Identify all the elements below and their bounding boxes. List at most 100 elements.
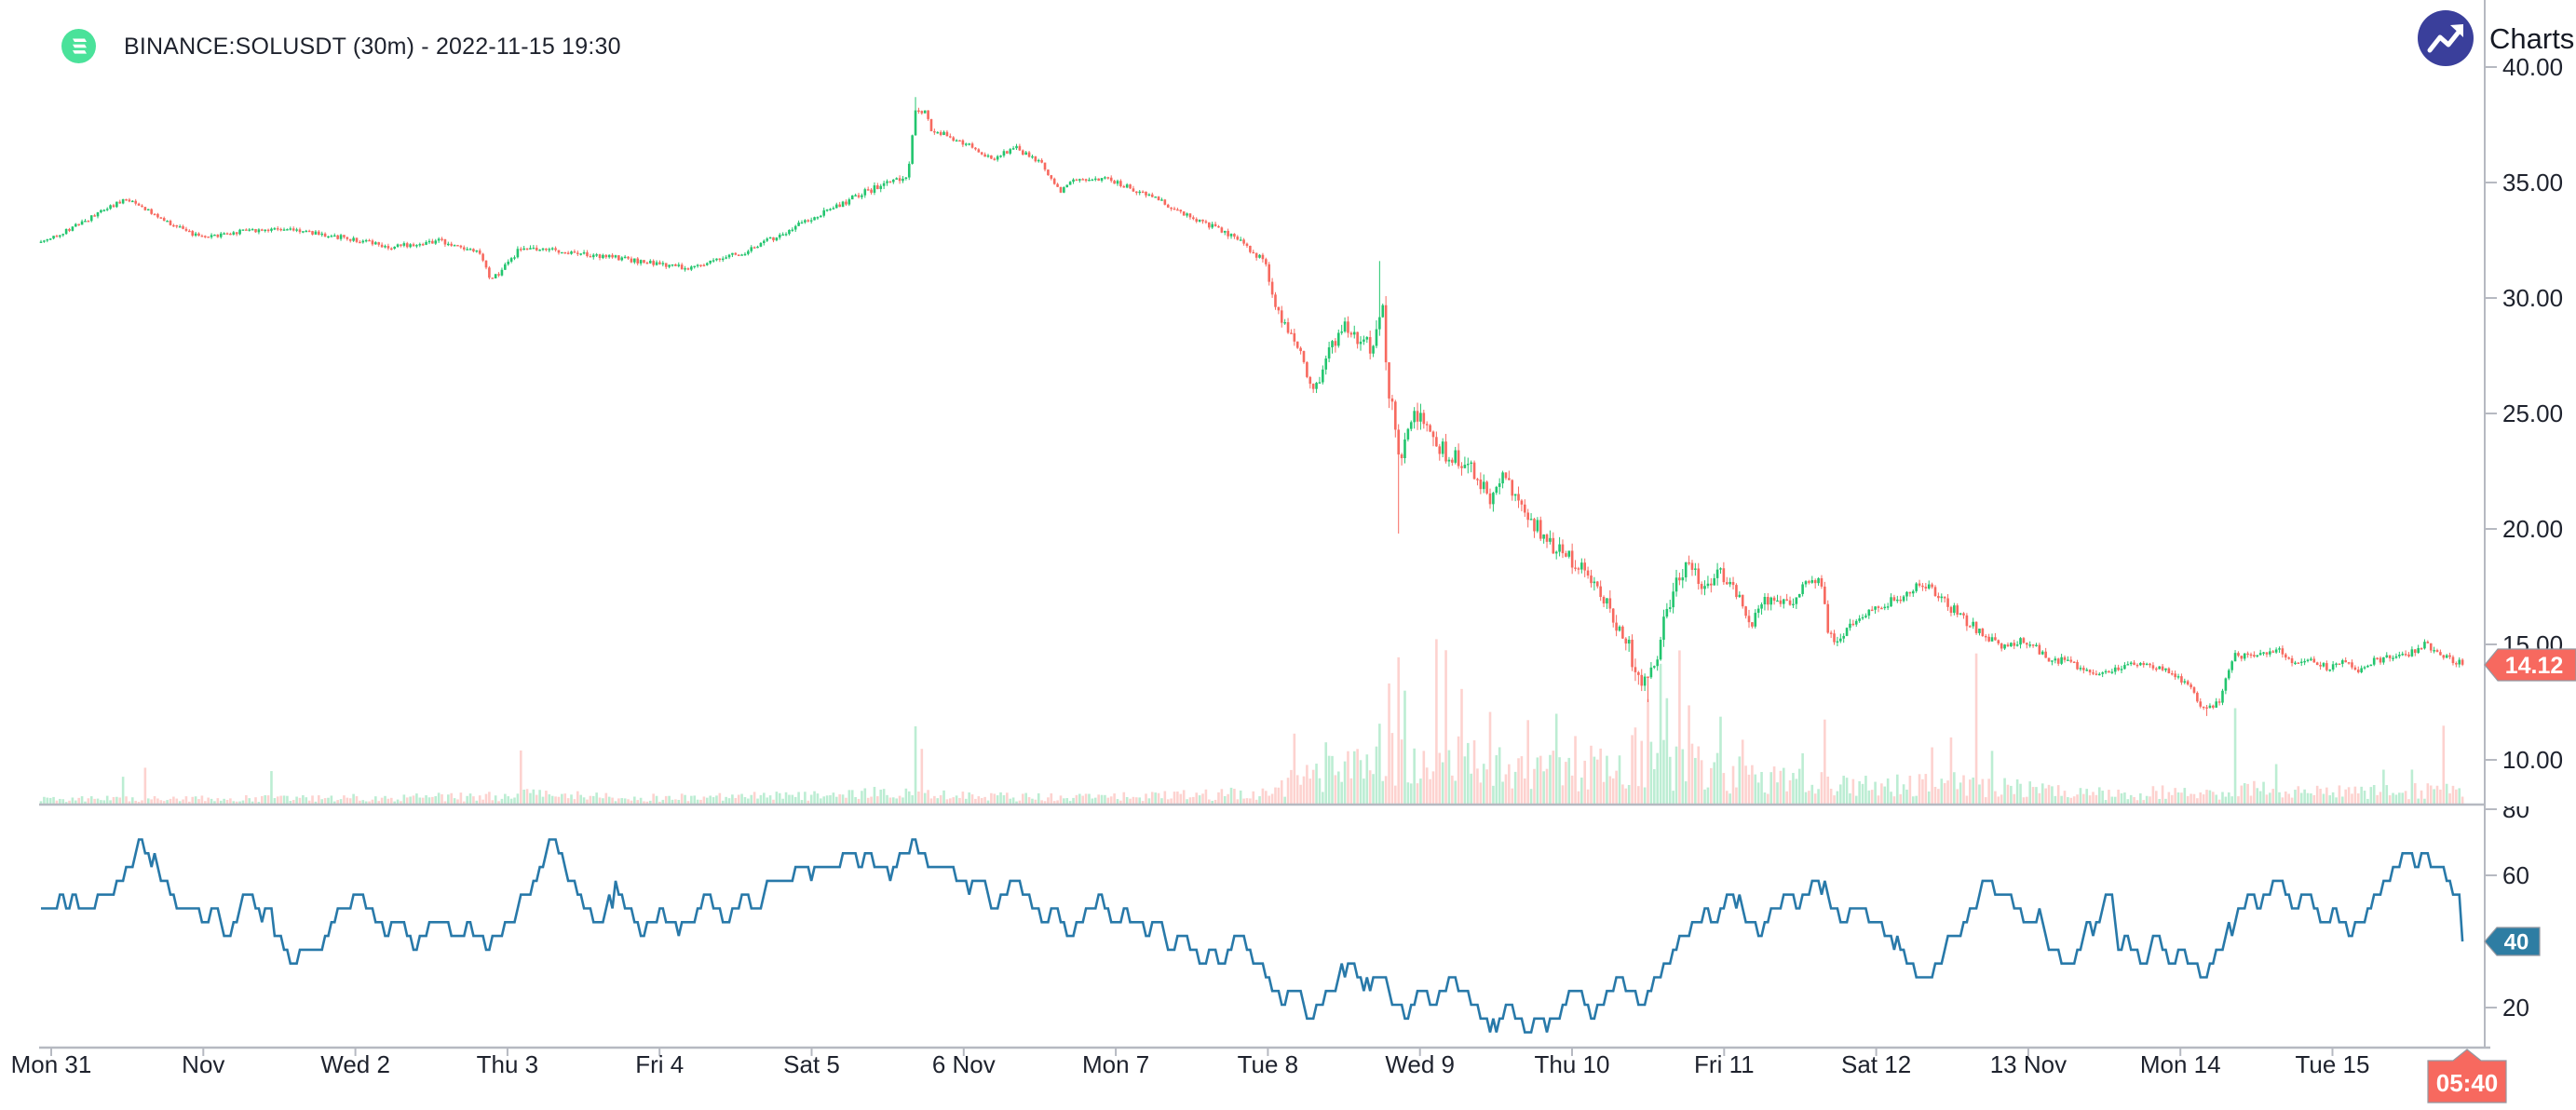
- tradingview-icon[interactable]: [2417, 9, 2474, 67]
- volume-bar: [261, 795, 264, 804]
- candle-body: [1656, 659, 1659, 667]
- axes[interactable]: 40.0035.0030.0025.0020.0015.0010.0080602…: [11, 0, 2563, 1078]
- candle-body: [2249, 654, 2253, 657]
- volume-bar: [2451, 785, 2455, 804]
- candle-body: [532, 248, 536, 250]
- volume-bar: [513, 797, 516, 804]
- candle-body: [1368, 337, 1372, 354]
- volume-bar: [1093, 797, 1097, 804]
- candle-body: [2448, 655, 2451, 657]
- volume-bar: [1508, 764, 1511, 804]
- volume-bar: [1349, 778, 1353, 804]
- candle-body: [1419, 413, 1422, 422]
- volume-bar: [1154, 792, 1157, 804]
- volume-bar: [291, 800, 295, 804]
- volume-bar: [1034, 799, 1037, 804]
- volume-bar: [2019, 783, 2022, 804]
- candle-body: [1867, 609, 1871, 616]
- candle-body: [109, 205, 112, 210]
- candle-body: [1100, 178, 1104, 182]
- volume-bar: [2442, 725, 2446, 804]
- volume-bar: [112, 796, 115, 804]
- volume-bar: [2035, 787, 2038, 804]
- candle-body: [2426, 642, 2430, 643]
- volume-bar: [1104, 794, 1106, 804]
- volume-bar: [847, 790, 851, 804]
- candle-body: [2404, 654, 2407, 656]
- volume-bar: [1160, 798, 1163, 804]
- volume-bar: [2243, 783, 2246, 804]
- candle-body: [2240, 656, 2244, 659]
- candle-body: [200, 236, 204, 237]
- volume-bar: [1150, 792, 1154, 804]
- volume-bar: [1327, 755, 1331, 804]
- candle-body: [270, 228, 273, 231]
- volume-bar: [1767, 793, 1769, 804]
- candle-body: [1896, 599, 1899, 602]
- candle-body: [219, 233, 223, 237]
- volume-bar: [289, 801, 292, 804]
- candle-body: [1113, 181, 1116, 184]
- volume-bar: [425, 795, 427, 804]
- volume-bar: [1479, 782, 1483, 804]
- volume-bar: [2230, 796, 2233, 804]
- volume-bar: [1953, 772, 1956, 804]
- volume-bar: [1867, 790, 1871, 804]
- candle-body: [1684, 562, 1688, 578]
- candle-body: [245, 229, 248, 231]
- volume-bar: [2366, 798, 2369, 804]
- volume-bar: [2256, 788, 2259, 804]
- volume-bar: [2394, 794, 2398, 804]
- volume-bar: [2006, 784, 2010, 804]
- candle-body: [1327, 346, 1331, 359]
- volume-bar: [2328, 795, 2332, 804]
- volume-bar: [2135, 800, 2139, 804]
- candle-body: [822, 210, 826, 216]
- volume-bar: [1956, 789, 1959, 804]
- candle-body: [949, 136, 952, 138]
- candle-body: [1953, 605, 1956, 614]
- candle-body: [74, 223, 77, 227]
- volume-bar: [2067, 797, 2069, 804]
- volume-bar: [602, 798, 604, 804]
- candle-body: [1892, 597, 1896, 601]
- volume-bar: [89, 796, 93, 804]
- volume-bar: [797, 792, 800, 804]
- volume-bar: [1245, 798, 1249, 804]
- volume-bar: [282, 795, 286, 804]
- volume-bar: [1463, 756, 1467, 804]
- attribution-label[interactable]: Charts p: [2489, 22, 2576, 55]
- candle-body: [522, 248, 525, 250]
- candle-body: [1188, 213, 1192, 218]
- volume-bar: [466, 795, 468, 804]
- volume-bar: [1302, 776, 1306, 804]
- volume-bar: [478, 795, 481, 804]
- candle-body: [684, 268, 686, 270]
- candle-body: [2325, 663, 2328, 670]
- candle-body: [2335, 663, 2338, 665]
- volume-bar: [1877, 795, 1880, 804]
- volume-bar: [516, 793, 520, 804]
- candle-body: [307, 230, 311, 233]
- candle-body: [2458, 659, 2461, 665]
- candle-body: [475, 250, 479, 252]
- candle-body: [434, 240, 438, 244]
- candle-body: [377, 242, 381, 245]
- volume-bar: [1524, 778, 1526, 804]
- volume-bar: [2120, 792, 2123, 804]
- candle-body: [1435, 437, 1438, 447]
- volume-bar: [1849, 792, 1851, 804]
- candle-body: [516, 249, 520, 258]
- candle-body: [1182, 211, 1186, 216]
- candle-body: [232, 232, 236, 235]
- candle-body: [847, 199, 851, 205]
- candle-body: [2054, 658, 2057, 661]
- countdown-badge-label: 05:40: [2436, 1069, 2499, 1097]
- volume-bar: [421, 797, 425, 804]
- volume-bar: [2319, 789, 2322, 804]
- candle-body: [1634, 667, 1637, 672]
- time-tick-label: Thu 3: [477, 1050, 539, 1078]
- candle-body: [2297, 662, 2300, 664]
- candle-body: [52, 236, 55, 239]
